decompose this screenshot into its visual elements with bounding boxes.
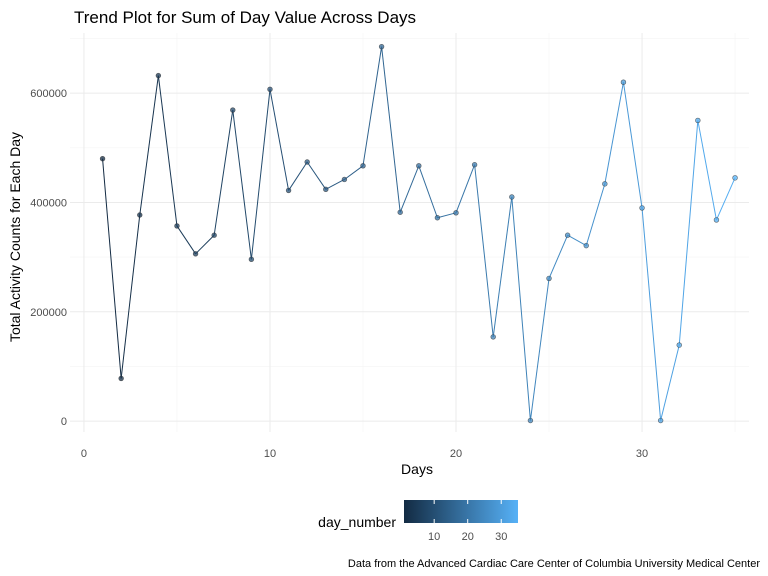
data-point [211, 232, 217, 238]
line-segment [157, 75, 178, 227]
line-segment [139, 75, 159, 216]
y-tick-label: 600000 [30, 88, 67, 100]
y-tick-label: 0 [61, 416, 67, 428]
data-point [695, 117, 701, 124]
chart-caption: Data from the Advanced Cardiac Care Cent… [348, 558, 760, 570]
line-segment [176, 225, 196, 255]
line-segment [697, 120, 717, 221]
line-segment [250, 89, 271, 260]
line-segment [660, 344, 680, 421]
line-segment [437, 212, 457, 219]
colorbar-tick-label: 20 [462, 531, 474, 543]
data-point [732, 175, 738, 181]
data-point [230, 107, 236, 113]
data-point [267, 86, 273, 92]
data-point [416, 163, 422, 169]
data-point [657, 417, 664, 424]
line-segment [344, 165, 364, 180]
line-segment [474, 164, 494, 337]
data-point [509, 194, 515, 200]
data-point [285, 187, 292, 194]
data-point [99, 156, 106, 162]
x-tick-label: 20 [450, 448, 462, 460]
series-line-group [102, 46, 736, 421]
data-point [341, 176, 348, 183]
line-segment [604, 82, 624, 184]
data-point [248, 256, 255, 262]
data-point [137, 212, 143, 218]
data-point [602, 181, 608, 187]
legend-title: day_number [318, 514, 396, 530]
y-axis-label: Total Activity Counts for Each Day [7, 132, 23, 342]
data-point [360, 163, 366, 169]
gridlines [70, 33, 749, 432]
line-segment [399, 165, 420, 213]
data-point [471, 162, 478, 168]
data-point [118, 375, 124, 382]
line-segment [362, 46, 383, 166]
colorbar-legend: day_number 10 20 30 [318, 500, 518, 543]
line-segment [567, 234, 587, 247]
line-segment [678, 120, 699, 346]
data-point [174, 223, 180, 229]
line-segment [529, 278, 550, 421]
line-segment [120, 214, 141, 379]
x-tick-label: 30 [636, 448, 648, 460]
line-segment [641, 207, 662, 421]
line-segment [585, 183, 606, 246]
line-segment [492, 196, 513, 337]
line-segment [418, 165, 438, 218]
x-axis-ticks: 0 10 20 30 [81, 448, 648, 460]
data-point [639, 205, 645, 211]
line-segment [232, 110, 252, 260]
data-point [490, 334, 496, 340]
colorbar-ticks: 10 20 30 [428, 500, 507, 543]
chart-title: Trend Plot for Sum of Day Value Across D… [74, 8, 416, 27]
data-point [453, 210, 459, 216]
data-points [99, 43, 738, 424]
data-point [323, 186, 329, 193]
line-segment [548, 235, 569, 279]
line-segment [306, 161, 327, 190]
data-point [527, 417, 534, 424]
data-point [434, 215, 441, 221]
data-point [397, 209, 403, 215]
x-axis-label: Days [401, 461, 433, 477]
line-segment [381, 46, 401, 213]
data-point [583, 242, 589, 249]
line-segment [213, 109, 234, 236]
colorbar-tick-label: 30 [495, 531, 507, 543]
data-point [676, 342, 682, 348]
line-segment [325, 179, 345, 190]
line-segment [269, 89, 290, 191]
data-point [564, 232, 571, 238]
data-point [546, 275, 552, 282]
line-segment [511, 196, 531, 421]
line-segment [195, 234, 215, 255]
y-tick-label: 400000 [30, 197, 67, 209]
line-segment [715, 177, 736, 221]
line-segment [102, 158, 122, 379]
x-tick-label: 0 [81, 448, 87, 460]
data-point [155, 72, 162, 79]
colorbar-tick-label: 10 [428, 531, 440, 543]
data-point [713, 217, 720, 223]
data-point [378, 43, 385, 50]
y-tick-label: 200000 [30, 307, 67, 319]
y-axis-ticks: 0 200000 400000 600000 [30, 88, 67, 428]
data-point [304, 159, 310, 165]
data-point [192, 251, 199, 257]
line-segment [622, 82, 643, 208]
x-tick-label: 10 [264, 448, 276, 460]
data-point [620, 79, 627, 85]
colorbar [404, 500, 518, 523]
line-segment [288, 161, 308, 191]
line-segment [455, 164, 476, 214]
